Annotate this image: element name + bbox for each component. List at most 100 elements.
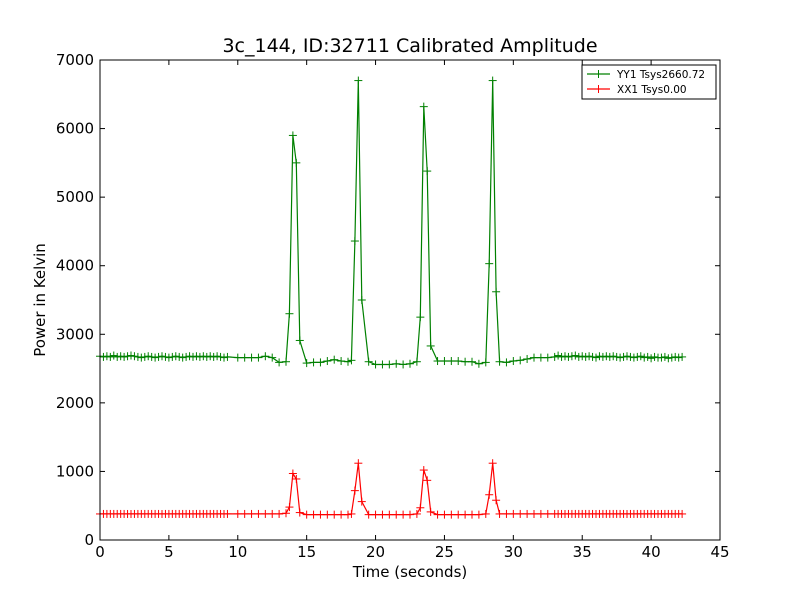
chart-title: 3c_144, ID:32711 Calibrated Amplitude bbox=[222, 35, 597, 57]
legend: YY1 Tsys2660.72 XX1 Tsys0.00 bbox=[581, 64, 717, 100]
data-point bbox=[330, 510, 339, 519]
series-layer bbox=[96, 76, 687, 519]
x-tick-label: 5 bbox=[164, 543, 174, 561]
data-point bbox=[292, 474, 301, 483]
data-point bbox=[481, 509, 490, 518]
data-point bbox=[99, 352, 108, 361]
data-point bbox=[416, 503, 425, 512]
data-point bbox=[350, 486, 359, 495]
data-point bbox=[357, 497, 366, 506]
data-point bbox=[543, 353, 552, 362]
data-point bbox=[330, 355, 339, 364]
data-point bbox=[350, 237, 359, 246]
data-point bbox=[667, 353, 676, 362]
data-point bbox=[347, 356, 356, 365]
data-point bbox=[554, 351, 563, 360]
data-point bbox=[495, 357, 504, 366]
data-point bbox=[123, 352, 132, 361]
data-point bbox=[288, 469, 297, 478]
series-xx1 bbox=[96, 459, 687, 519]
data-point bbox=[433, 510, 442, 519]
legend-item: YY1 Tsys2660.72 bbox=[587, 69, 705, 81]
data-point bbox=[636, 352, 645, 361]
data-point bbox=[223, 509, 232, 518]
data-point bbox=[309, 358, 318, 367]
data-point bbox=[468, 510, 476, 519]
data-point bbox=[592, 353, 600, 362]
data-point bbox=[385, 510, 394, 519]
data-point bbox=[674, 353, 683, 362]
y-axis-label: Power in Kelvin bbox=[31, 243, 49, 357]
data-point bbox=[678, 509, 687, 518]
data-point bbox=[647, 354, 656, 363]
data-point bbox=[323, 510, 332, 519]
data-point bbox=[612, 352, 621, 361]
y-axis: 0 1000 2000 3000 4000 5000 6000 7000 bbox=[56, 51, 720, 549]
data-point bbox=[412, 357, 421, 366]
data-point bbox=[640, 353, 649, 362]
data-point bbox=[127, 351, 135, 360]
data-point bbox=[502, 358, 511, 367]
data-point bbox=[168, 352, 177, 361]
data-point bbox=[399, 360, 408, 369]
data-point bbox=[120, 352, 129, 361]
data-point bbox=[378, 360, 387, 369]
data-point bbox=[536, 353, 545, 362]
data-point bbox=[144, 352, 153, 361]
data-point bbox=[337, 357, 346, 366]
data-point bbox=[282, 357, 290, 366]
data-point bbox=[481, 358, 490, 367]
y-tick-label: 2000 bbox=[56, 394, 94, 412]
data-point bbox=[182, 352, 191, 361]
x-tick-label: 10 bbox=[228, 543, 247, 561]
data-point bbox=[509, 357, 518, 366]
data-point bbox=[261, 509, 270, 518]
data-point bbox=[629, 353, 638, 362]
y-tick-label: 6000 bbox=[56, 120, 94, 138]
data-point bbox=[502, 509, 511, 518]
data-point bbox=[485, 490, 494, 499]
data-point bbox=[240, 353, 249, 362]
data-point bbox=[399, 510, 408, 519]
data-point bbox=[102, 352, 111, 361]
data-point bbox=[113, 352, 122, 361]
data-point bbox=[354, 76, 363, 85]
data-point bbox=[426, 507, 435, 516]
data-point bbox=[385, 360, 394, 369]
data-point bbox=[581, 352, 590, 361]
data-point bbox=[578, 352, 587, 361]
data-point bbox=[571, 351, 580, 360]
data-point bbox=[354, 459, 363, 468]
data-point bbox=[488, 459, 497, 468]
data-point bbox=[233, 509, 242, 518]
data-point bbox=[567, 352, 576, 361]
data-point bbox=[344, 357, 352, 366]
data-point bbox=[261, 352, 270, 361]
data-point bbox=[189, 352, 197, 361]
x-tick-label: 20 bbox=[366, 543, 385, 561]
data-point bbox=[337, 510, 346, 519]
series-line bbox=[100, 463, 683, 516]
data-point bbox=[485, 259, 494, 268]
data-point bbox=[371, 510, 380, 519]
data-point bbox=[633, 352, 642, 361]
data-point bbox=[316, 358, 325, 367]
data-point bbox=[254, 509, 263, 518]
data-point bbox=[650, 352, 659, 361]
data-point bbox=[440, 510, 449, 519]
data-point bbox=[605, 352, 614, 361]
data-point bbox=[595, 352, 604, 361]
data-point bbox=[574, 352, 583, 361]
data-point bbox=[419, 466, 428, 475]
x-tick-label: 40 bbox=[642, 543, 661, 561]
data-point bbox=[161, 352, 170, 361]
data-point bbox=[440, 357, 449, 366]
data-point bbox=[151, 353, 160, 362]
data-point bbox=[474, 359, 483, 368]
data-point bbox=[392, 359, 401, 368]
data-point bbox=[199, 352, 208, 361]
data-point bbox=[171, 352, 180, 361]
data-point bbox=[116, 352, 125, 361]
data-point bbox=[213, 352, 222, 361]
data-point bbox=[623, 352, 631, 361]
